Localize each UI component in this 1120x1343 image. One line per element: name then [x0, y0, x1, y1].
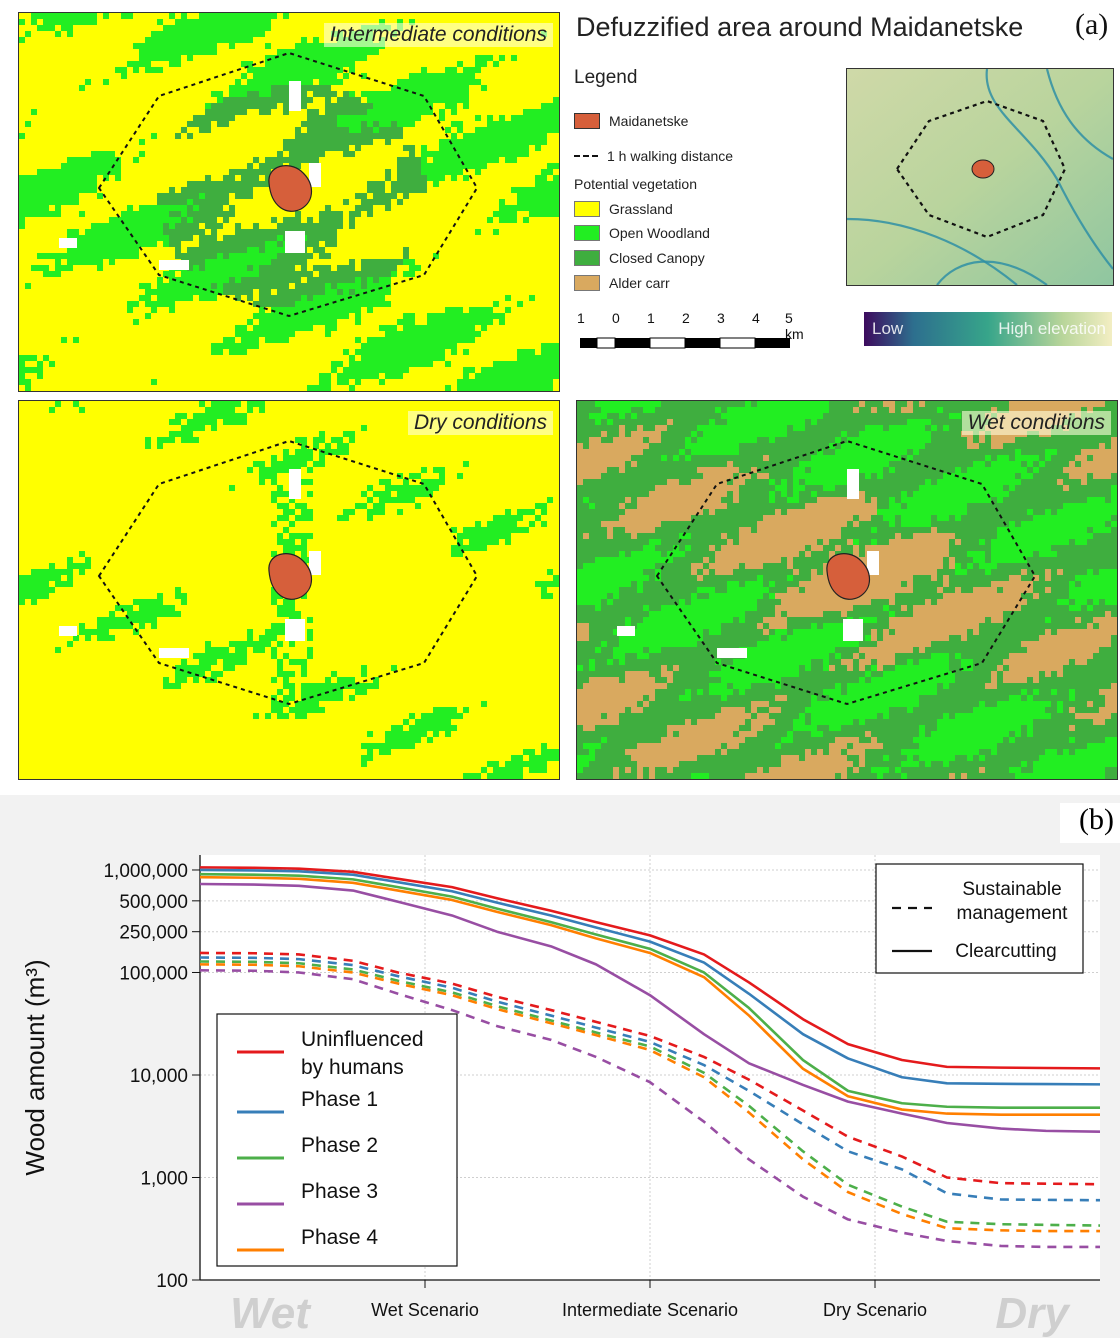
legend-closed-canopy-swatch — [574, 250, 600, 266]
legend-grassland-swatch — [574, 201, 600, 217]
scale-tick-label: 2 — [682, 310, 690, 326]
scale-bar-graphic — [580, 336, 800, 350]
scale-tick-label: 0 — [612, 310, 620, 326]
y-tick-label: 250,000 — [119, 923, 188, 944]
style-legend: Sustainable management Clearcutting — [876, 864, 1083, 973]
series-legend-label: Uninfluenced — [301, 1028, 424, 1051]
scale-tick-label: 1 — [647, 310, 655, 326]
legend-site-swatch — [574, 113, 600, 129]
y-tick-label: 1,000,000 — [103, 861, 188, 882]
legend-open-woodland-label: Open Woodland — [609, 225, 710, 241]
series-legend: Uninfluenced by humans Phase 1 Phase 2 Phase… — [217, 1014, 457, 1266]
map-dry-title: Dry conditions — [408, 411, 553, 435]
legend-group-label: Potential vegetation — [574, 176, 697, 192]
style-legend-label: management — [957, 903, 1069, 924]
legend-site-label: Maidanetske — [609, 113, 688, 129]
elevation-low-label: Low — [872, 319, 903, 339]
map-intermediate-title: Intermediate conditions — [324, 23, 553, 47]
map-wet: Wet conditions — [576, 400, 1118, 780]
y-tick-label: 100,000 — [119, 963, 188, 984]
legend-closed-canopy-label: Closed Canopy — [609, 250, 705, 266]
series-legend-label: by humans — [301, 1056, 404, 1079]
legend-class-open-woodland: Open Woodland — [574, 224, 710, 242]
map-wet-title: Wet conditions — [962, 411, 1111, 435]
y-tick-label: 10,000 — [130, 1066, 188, 1087]
legend-site: Maidanetske — [574, 112, 688, 130]
map-intermediate-canvas — [19, 13, 559, 391]
legend-alder-carr-label: Alder carr — [609, 275, 670, 291]
legend-alder-carr-swatch — [574, 275, 600, 291]
panel-b-tag: (b) — [1060, 803, 1120, 843]
map-wet-canvas — [577, 401, 1117, 779]
legend-walk-swatch — [574, 155, 598, 157]
y-tick-label: 500,000 — [119, 892, 188, 913]
legend-walk: 1 h walking distance — [574, 147, 733, 165]
legend-class-grassland: Grassland — [574, 200, 673, 218]
series-legend-label: Phase 3 — [301, 1180, 378, 1203]
legend-walk-label: 1 h walking distance — [607, 148, 733, 164]
x-tick-label: Dry Scenario — [823, 1300, 927, 1320]
y-tick-label: 100 — [156, 1271, 188, 1292]
x-tick-label: Intermediate Scenario — [562, 1300, 738, 1320]
x-end-label-dry: Dry — [995, 1289, 1071, 1338]
panel-a-tag: (a) — [1075, 8, 1108, 42]
map-intermediate: Intermediate conditions — [18, 12, 560, 392]
series-legend-label: Phase 2 — [301, 1134, 378, 1157]
chart-panel: 100 1,000 10,000 100,000 250,000 500,000 1,000… — [0, 795, 1120, 1338]
wood-amount-chart: 100 1,000 10,000 100,000 250,000 500,000 1,000… — [0, 795, 1120, 1338]
legend-class-closed-canopy: Closed Canopy — [574, 249, 705, 267]
scale-tick-label: 4 — [752, 310, 760, 326]
legend-class-alder-carr: Alder carr — [574, 274, 670, 292]
y-tick-label: 1,000 — [140, 1168, 188, 1189]
elevation-high-label: High elevation — [998, 319, 1106, 339]
series-legend-label: Phase 1 — [301, 1088, 378, 1111]
map-dry: Dry conditions — [18, 400, 560, 780]
legend-grassland-label: Grassland — [609, 201, 673, 217]
y-axis-label: Wood amount (m³) — [20, 959, 50, 1175]
x-tick-label: Wet Scenario — [371, 1300, 479, 1320]
style-legend-label: Clearcutting — [955, 941, 1056, 962]
figure-title: Defuzzified area around Maidanetske — [576, 12, 1023, 43]
elevation-inset-canvas — [847, 69, 1113, 285]
elevation-colorbar: Low High elevation — [864, 312, 1112, 346]
elevation-inset-map — [846, 68, 1114, 286]
map-dry-canvas — [19, 401, 559, 779]
x-end-label-wet: Wet — [230, 1289, 312, 1338]
style-legend-label: Sustainable — [962, 879, 1061, 900]
scale-tick-label: 1 — [577, 310, 585, 326]
series-legend-label: Phase 4 — [301, 1226, 378, 1249]
legend-open-woodland-swatch — [574, 225, 600, 241]
legend-title: Legend — [574, 67, 637, 89]
scale-tick-label: 3 — [717, 310, 725, 326]
